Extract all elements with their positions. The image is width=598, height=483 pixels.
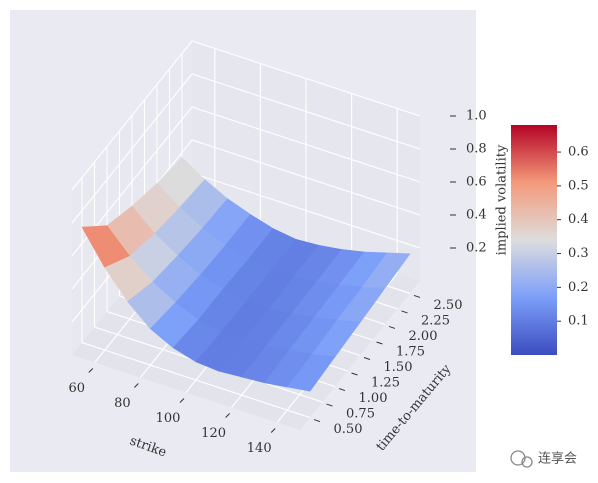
y-tick-label: 1.25	[371, 376, 400, 391]
y-tick	[351, 372, 358, 376]
z-tick-label: 0.4	[466, 208, 487, 223]
watermark: 连享会	[510, 450, 577, 468]
x-tick	[179, 398, 185, 403]
colorbar: 0.1 0.2 0.3 0.4 0.5 0.6	[511, 125, 589, 355]
x-tick-label: 100	[156, 411, 181, 426]
x-tick	[88, 368, 94, 373]
y-tick-label: 0.75	[346, 407, 375, 422]
y-tick	[338, 388, 346, 392]
y-tick-label: 1.00	[359, 391, 388, 406]
y-tick-label: 1.75	[396, 344, 425, 359]
z-tick-label: 0.6	[466, 175, 487, 190]
watermark-text: 连享会	[538, 451, 577, 467]
grid-line	[191, 139, 421, 216]
z-tick-label: 0.8	[466, 142, 487, 157]
colorbar-gradient	[511, 125, 557, 355]
x-tick-label: 140	[247, 441, 272, 456]
x-tick	[225, 413, 230, 418]
colorbar-tick-label: 0.1	[568, 314, 589, 329]
y-tick	[388, 325, 396, 329]
colorbar-tick-label: 0.4	[568, 212, 589, 227]
x-tick	[134, 383, 139, 388]
y-tick-label: 1.50	[384, 360, 413, 375]
y-tick-label: 2.00	[409, 329, 438, 344]
z-tick-label: 1.0	[466, 109, 487, 124]
grid-line	[191, 73, 421, 150]
grid-line	[71, 40, 193, 191]
grid-line	[191, 40, 421, 117]
x-tick-label: 60	[69, 381, 86, 396]
y-tick	[313, 419, 321, 423]
colorbar-tick-label: 0.3	[568, 246, 589, 261]
colorbar-tick-label: 0.2	[568, 280, 589, 295]
y-tick	[376, 341, 383, 345]
grid-line	[191, 106, 421, 183]
colorbar-tick-label: 0.6	[568, 145, 589, 160]
z-tick-label: 0.2	[466, 241, 487, 256]
surface-patch	[286, 353, 336, 392]
y-tick	[363, 357, 371, 360]
grid-line	[191, 172, 421, 249]
x-tick-label: 120	[201, 426, 226, 441]
y-tick-label: 2.25	[421, 313, 450, 328]
colorbar-tick-label: 0.5	[568, 178, 589, 193]
watermark-icon	[510, 450, 526, 466]
y-tick	[326, 403, 333, 407]
grid-line	[71, 73, 193, 224]
y-tick	[413, 294, 421, 298]
y-tick	[401, 310, 408, 314]
x-tick	[270, 428, 276, 433]
z-axis-label: implied volatility	[495, 144, 510, 255]
y-tick-label: 2.50	[434, 298, 463, 313]
x-tick-label: 80	[114, 396, 131, 411]
watermark-icon	[521, 456, 533, 468]
surface	[81, 156, 411, 392]
grid-line	[81, 342, 311, 419]
y-tick-label: 0.50	[334, 422, 363, 437]
